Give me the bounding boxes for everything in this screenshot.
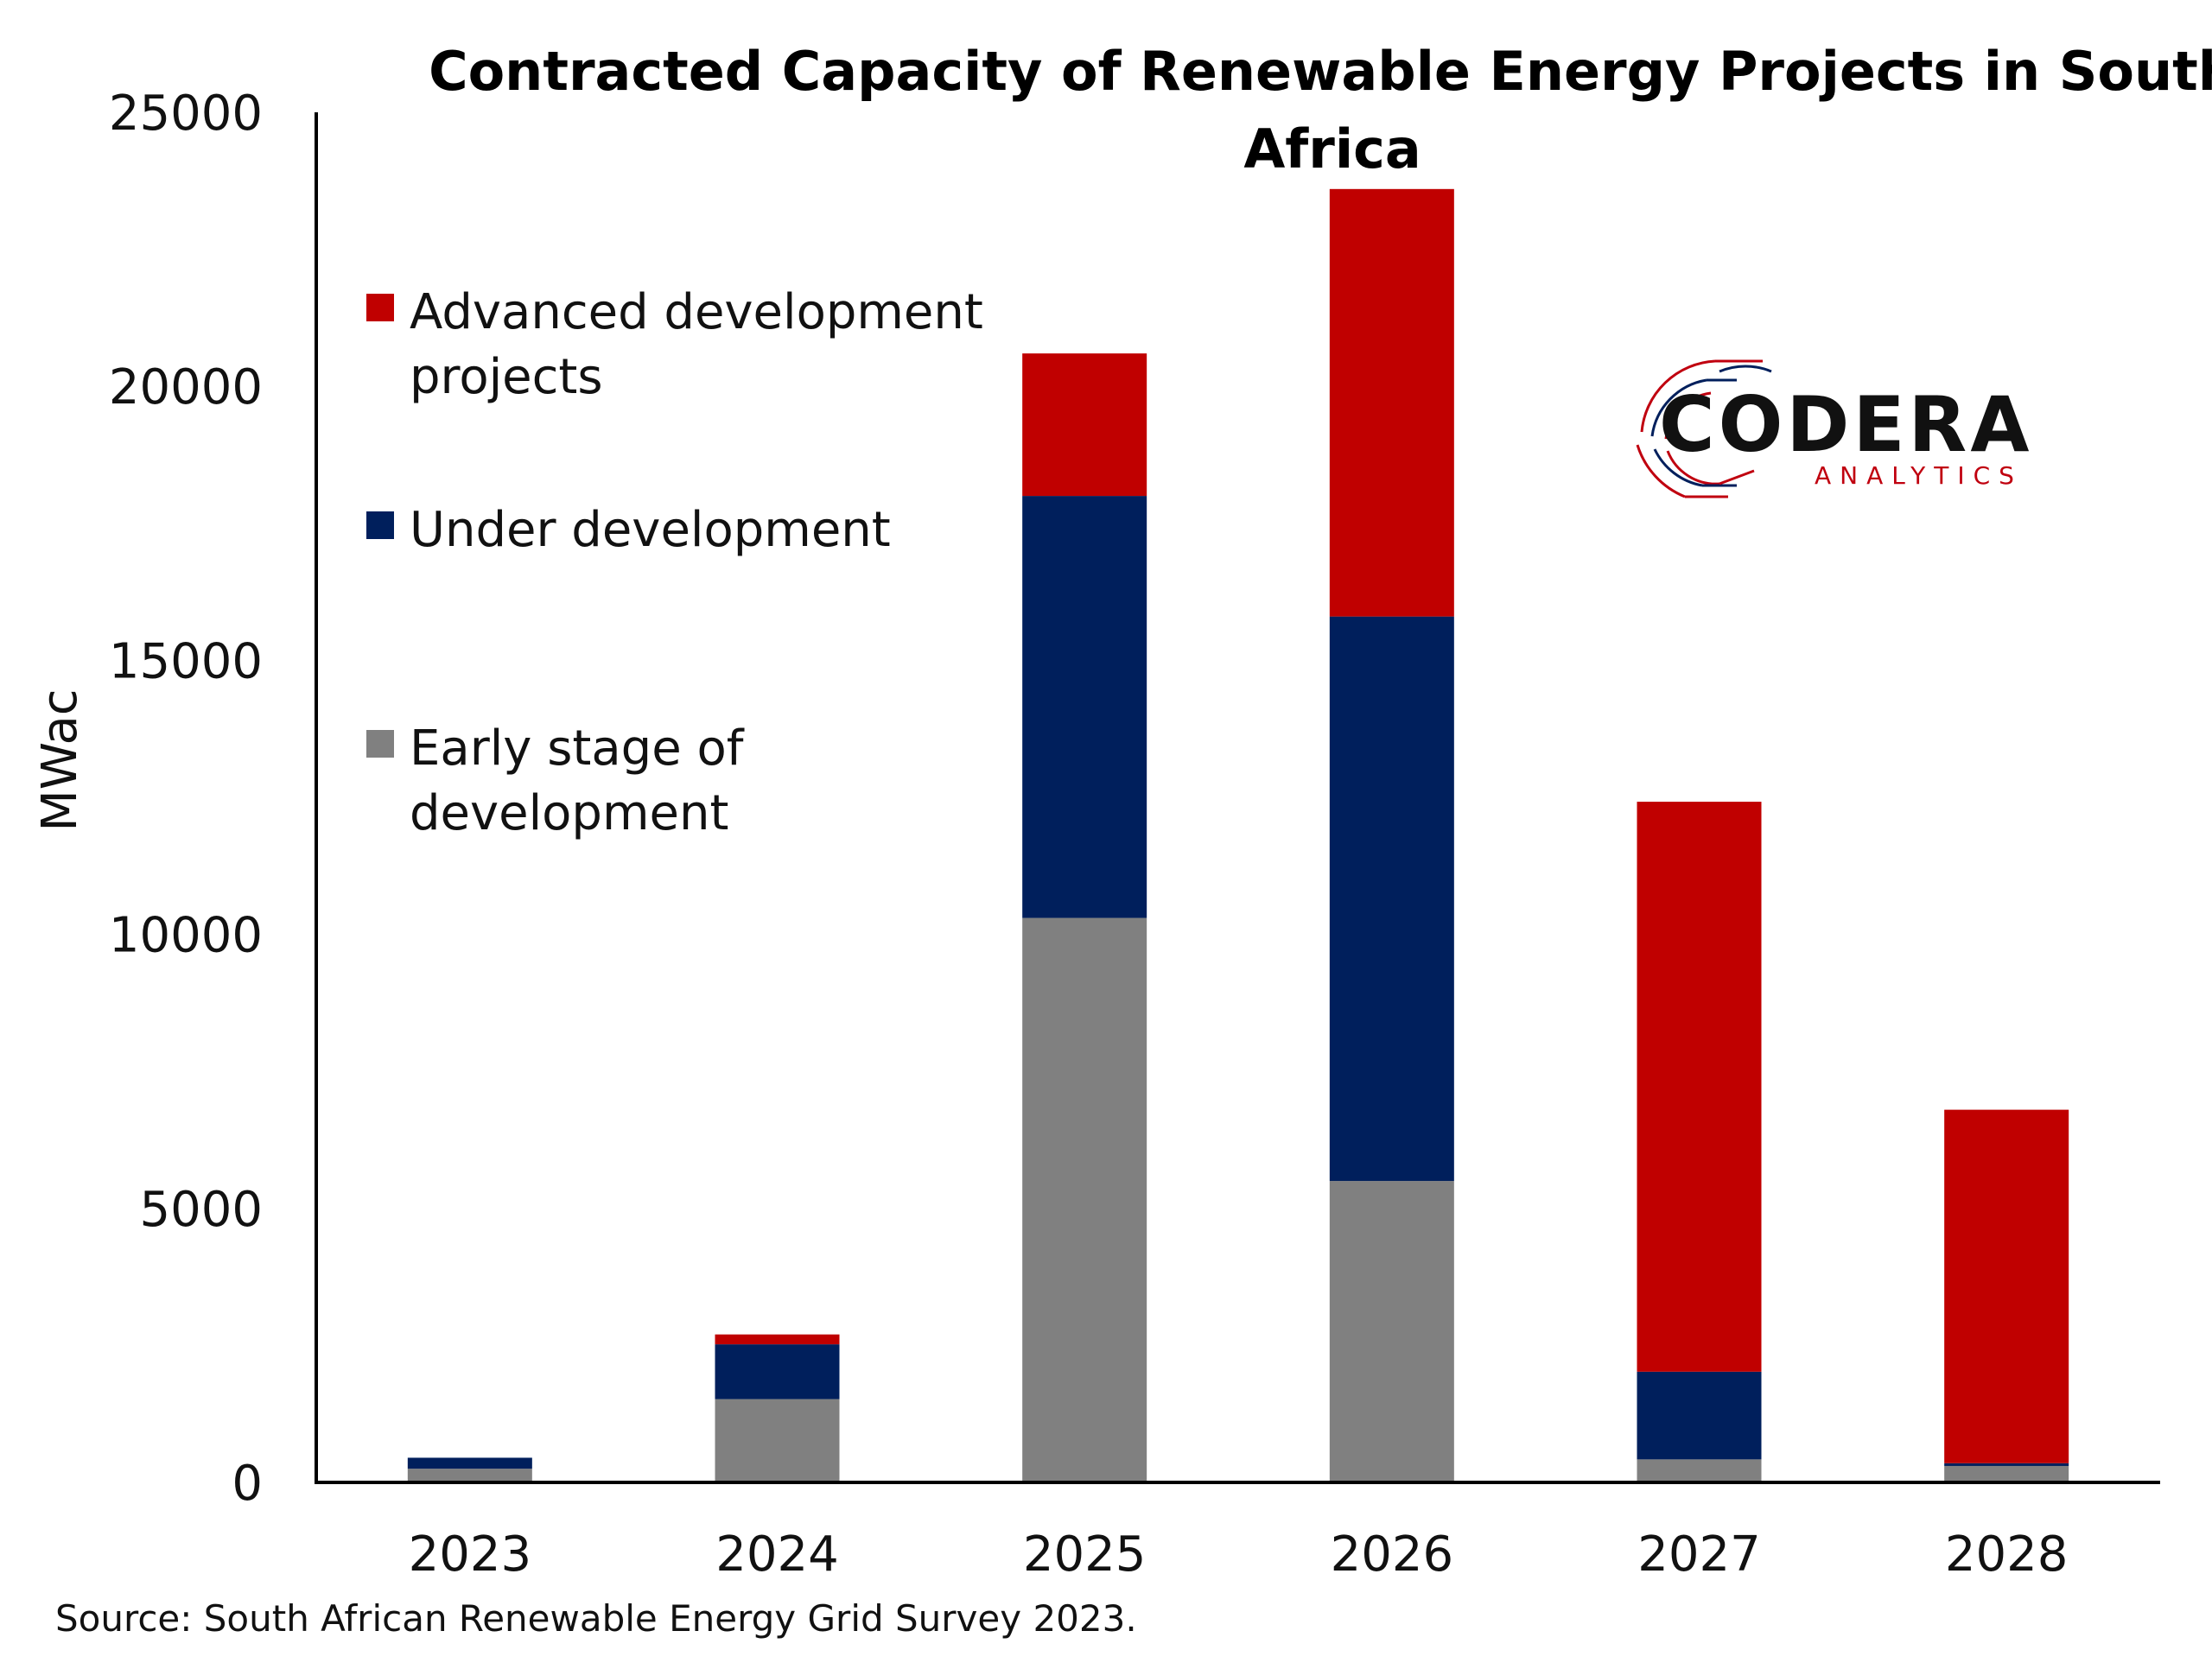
bar-segment (1637, 802, 1762, 1372)
codera-logo: CODERA ANALYTICS (1636, 359, 2032, 498)
bar-segment (407, 1457, 532, 1469)
x-tick-labels: 2023 2024 2025 2026 2027 2028 (409, 1526, 2069, 1583)
bar-segment (1329, 1181, 1454, 1482)
y-tick-label: 5000 (139, 1182, 263, 1238)
x-tick-label: 2028 (1945, 1526, 2069, 1583)
y-tick-labels: 0 5000 10000 15000 20000 25000 (109, 86, 263, 1512)
bars (407, 188, 2069, 1482)
legend-swatch (366, 511, 394, 539)
logo-wordmark: CODERA (1659, 380, 2032, 469)
y-tick-label: 0 (232, 1456, 263, 1512)
bar-segment (1022, 917, 1147, 1482)
legend-label: Advanced development (410, 284, 983, 340)
x-tick-label: 2027 (1637, 1526, 1761, 1583)
chart-title-line: Contracted Capacity of Renewable Energy … (429, 40, 2212, 103)
legend-swatch (366, 730, 394, 758)
legend: Advanced development projects Under develo… (366, 284, 983, 841)
y-tick-label: 20000 (109, 359, 263, 416)
source-note: Source: South African Renewable Energy G… (55, 1597, 1137, 1640)
x-tick-label: 2023 (409, 1526, 532, 1583)
bar-segment (1022, 496, 1147, 918)
legend-swatch (366, 294, 394, 321)
axes (315, 112, 2160, 1484)
x-tick-label: 2025 (1023, 1526, 1147, 1583)
y-tick-label: 25000 (109, 86, 263, 142)
bar-segment (1329, 188, 1454, 617)
bar-segment (1944, 1465, 2069, 1482)
legend-label: Early stage of (410, 720, 745, 777)
y-axis-title: MWac (32, 689, 88, 831)
chart-title-line: Africa (1243, 117, 1421, 181)
chart-title: Contracted Capacity of Renewable Energy … (429, 40, 2212, 181)
logo-subtitle: ANALYTICS (1815, 461, 2023, 490)
legend-label: projects (410, 349, 603, 405)
bar-segment (1329, 616, 1454, 1182)
bar-segment (1022, 353, 1147, 497)
bar-segment (1944, 1463, 2069, 1466)
bar-segment (1637, 1459, 1762, 1482)
bar-segment (1944, 1109, 2069, 1463)
bar-segment (715, 1344, 840, 1399)
legend-label: development (410, 785, 728, 841)
bar-segment (715, 1334, 840, 1345)
bar-segment (715, 1399, 840, 1482)
logo-circuit-icon (1636, 359, 1772, 498)
legend-label: Under development (410, 502, 891, 558)
bar-segment (1637, 1371, 1762, 1460)
x-tick-label: 2026 (1331, 1526, 1454, 1583)
bar-segment (407, 1469, 532, 1482)
y-tick-label: 15000 (109, 633, 263, 689)
y-tick-label: 10000 (109, 908, 263, 964)
x-tick-label: 2024 (715, 1526, 839, 1583)
